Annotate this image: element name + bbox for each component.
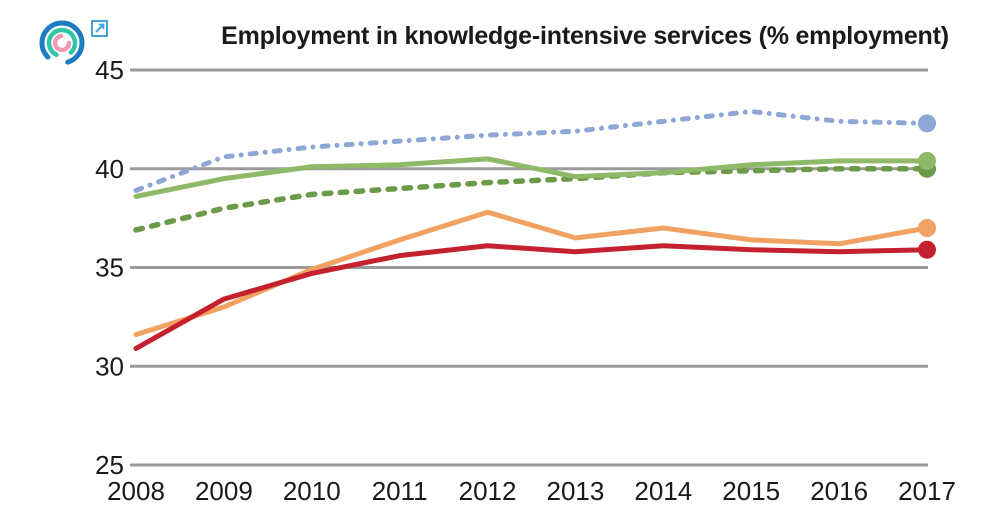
series-endpoint-orange-solid: [918, 219, 936, 237]
series-line-blue-dash-dot: [133, 108, 930, 193]
series-endpoint-blue-dash-dot: [918, 114, 936, 133]
y-axis-tick-label: 30: [95, 351, 124, 381]
x-axis-tick-label: 2013: [547, 476, 605, 506]
logo-inner-arc: [52, 33, 72, 53]
series-line-green-solid: [133, 156, 930, 199]
y-axis-tick-label: 35: [95, 253, 124, 283]
x-axis-tick-label: 2009: [195, 476, 253, 506]
logo-outer-arc: [39, 20, 85, 66]
x-axis-tick-label: 2015: [722, 476, 780, 506]
app-logo[interactable]: [16, 6, 116, 68]
series-line-green-dashed: [133, 166, 930, 233]
series-endpoint-green-solid: [918, 151, 936, 170]
x-axis-tick-label: 2011: [372, 476, 428, 506]
series-endpoint-red-solid: [918, 240, 936, 259]
y-axis-tick-label: 40: [95, 154, 124, 184]
series-line-orange-solid: [133, 209, 930, 338]
x-axis-tick-label: 2014: [634, 476, 692, 506]
chart-title: Employment in knowledge-intensive servic…: [221, 22, 949, 50]
external-link-icon[interactable]: [91, 20, 108, 37]
y-axis-tick-label: 45: [95, 55, 124, 85]
x-axis-tick-label: 2008: [107, 476, 165, 506]
series-line-red-solid: [133, 243, 930, 351]
y-axis-tick-label: 25: [95, 450, 124, 480]
x-axis-tick-label: 2017: [898, 476, 956, 506]
x-axis-tick-label: 2016: [810, 476, 868, 506]
x-axis-tick-label: 2012: [459, 476, 517, 506]
logo-middle-arc: [46, 27, 78, 59]
x-axis-tick-label: 2010: [283, 476, 341, 506]
